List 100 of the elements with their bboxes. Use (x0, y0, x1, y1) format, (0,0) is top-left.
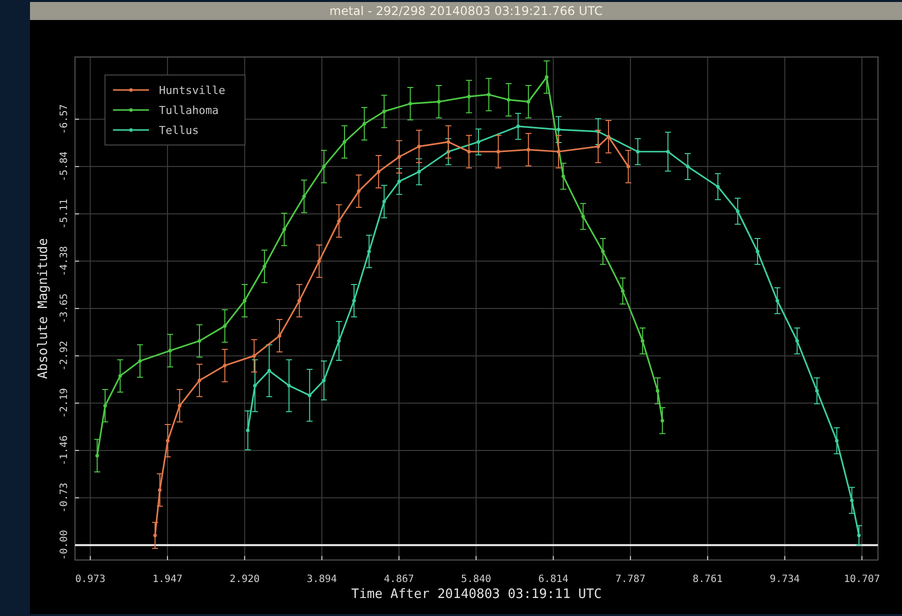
point (382, 110, 386, 114)
point (601, 250, 605, 254)
point (153, 534, 157, 538)
point (223, 324, 227, 328)
y-tick-label: -6.57 (59, 104, 70, 134)
point (168, 348, 172, 352)
point (506, 98, 510, 102)
point (337, 339, 341, 343)
point (198, 339, 202, 343)
point (486, 92, 491, 96)
y-tick-label: -1.46 (59, 435, 70, 466)
point (282, 228, 286, 232)
point (476, 140, 480, 144)
point (302, 194, 306, 198)
point (317, 259, 321, 263)
point (581, 214, 585, 218)
y-tick-label: -2.19 (59, 388, 70, 418)
point (253, 384, 257, 388)
point (397, 180, 402, 184)
point (756, 250, 760, 254)
legend-label: Tellus (159, 124, 199, 137)
point (526, 148, 530, 152)
point (620, 289, 625, 293)
point (287, 384, 291, 388)
x-tick-label: 4.867 (384, 574, 414, 585)
point (382, 200, 386, 204)
point (636, 150, 640, 154)
point (467, 94, 471, 98)
point (397, 155, 402, 159)
point (322, 164, 326, 168)
y-tick-label: -2.92 (59, 340, 70, 371)
point (308, 394, 312, 398)
x-tick-label: 1.947 (152, 574, 183, 585)
point (367, 250, 371, 254)
point (544, 75, 548, 79)
x-tick-label: 8.761 (692, 574, 723, 585)
point (776, 298, 780, 303)
point (103, 404, 107, 408)
point (437, 100, 441, 104)
x-tick-label: 0.973 (75, 574, 106, 585)
point (626, 164, 630, 168)
legend-label: Huntsville (159, 84, 226, 97)
legend-label: Tullahoma (159, 104, 219, 117)
point (446, 140, 450, 144)
chart-title: metal - 292/298 20140803 03:19:21.766 UTC (329, 4, 603, 18)
point (417, 144, 421, 148)
y-tick-label: -0.73 (59, 482, 70, 513)
point (656, 389, 660, 393)
point (562, 174, 566, 178)
point (716, 184, 720, 188)
point (660, 418, 664, 422)
point (496, 150, 500, 154)
point (686, 164, 690, 168)
point (596, 144, 600, 148)
x-tick-label: 10.707 (844, 574, 880, 585)
point (795, 339, 799, 343)
point (526, 100, 530, 104)
point (556, 128, 560, 132)
point (278, 334, 282, 338)
point (467, 150, 471, 154)
point (640, 339, 644, 343)
point (322, 378, 326, 382)
point (556, 150, 560, 154)
point (118, 374, 122, 378)
point (262, 264, 266, 268)
point (376, 170, 380, 174)
y-tick-label: -5.11 (59, 198, 70, 229)
point (736, 209, 740, 214)
point (666, 150, 670, 154)
y-tick-label: -3.65 (59, 293, 70, 324)
point (516, 124, 520, 128)
point (352, 298, 356, 303)
point (298, 298, 302, 303)
y-tick-label: -0.00 (59, 530, 70, 560)
x-tick-label: 7.787 (615, 574, 646, 585)
point (342, 140, 346, 144)
point (417, 170, 421, 174)
point (242, 298, 246, 303)
point (834, 438, 839, 443)
x-tick-label: 3.894 (306, 574, 337, 585)
point (267, 368, 272, 373)
point (158, 488, 162, 492)
x-tick-label: 5.840 (461, 574, 492, 585)
point (606, 134, 610, 139)
x-tick-label: 9.734 (770, 574, 800, 585)
y-tick-label: -4.38 (59, 246, 70, 276)
point (408, 102, 412, 106)
x-axis-title: Time After 20140803 03:19:11 UTC (351, 587, 602, 602)
point (223, 364, 227, 368)
y-axis-title: Absolute Magnitude (36, 238, 51, 379)
x-tick-label: 2.920 (230, 574, 260, 585)
point (95, 454, 99, 458)
point (166, 438, 170, 443)
point (337, 219, 341, 223)
point (198, 378, 202, 382)
y-tick-label: -5.84 (59, 151, 70, 182)
point (815, 389, 819, 393)
point (857, 534, 861, 538)
x-tick-label: 6.814 (538, 574, 568, 585)
point (252, 354, 256, 358)
